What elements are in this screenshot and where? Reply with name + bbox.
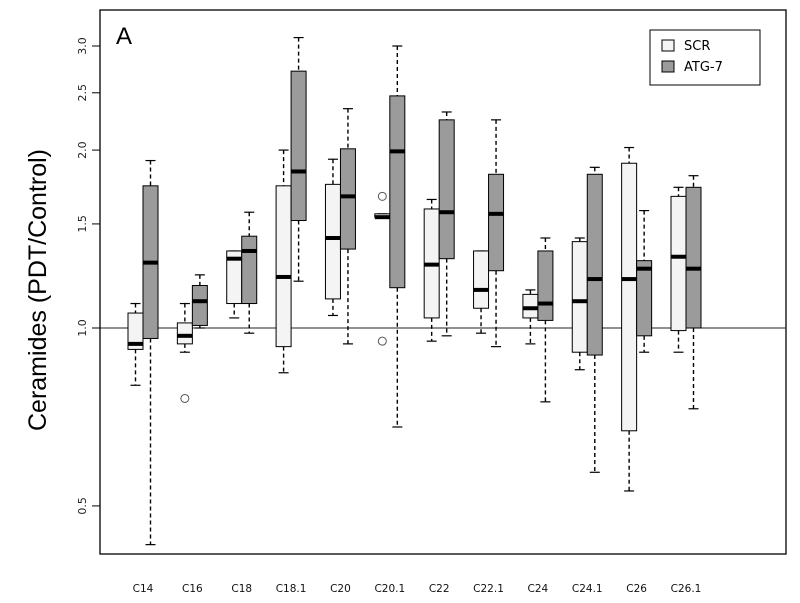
y-tick-label: 1.0: [76, 319, 89, 337]
box-body: [191, 285, 208, 326]
panel-label: A: [116, 23, 132, 50]
box-C22.1-scr: [473, 250, 490, 334]
box-body: [290, 70, 307, 222]
box-body: [571, 241, 588, 353]
x-tick-label: C24.1: [572, 583, 603, 595]
legend-label-scr: SCR: [684, 39, 710, 54]
box-C20-scr: [324, 158, 341, 317]
box-body: [176, 322, 193, 345]
box-C26.1-scr: [670, 186, 687, 353]
box-body: [488, 173, 505, 272]
box-body: [621, 162, 638, 432]
box-C18.1-scr: [275, 149, 292, 374]
y-axis-label: Ceramides (PDT/Control): [24, 149, 52, 431]
box-C20.1-atg7: [389, 45, 406, 428]
x-tick-label: C24: [528, 583, 549, 595]
box-body: [438, 119, 455, 260]
box-C24-atg7: [537, 237, 554, 403]
plot-frame: [99, 9, 787, 555]
x-tick-label: C14: [133, 583, 154, 595]
box-body: [473, 250, 490, 309]
y-tick-label: 3.0: [76, 37, 89, 55]
box-C18-atg7: [241, 211, 258, 334]
x-tick-label: C20: [330, 583, 351, 595]
x-tick-label: C18: [231, 583, 252, 595]
box-body: [339, 148, 356, 250]
y-tick-label: 1.5: [76, 215, 89, 233]
outlier-point: [377, 191, 387, 201]
box-C16-atg7: [191, 274, 208, 329]
legend-frame: [649, 29, 761, 86]
box-C24.1-scr: [571, 237, 588, 371]
box-body: [537, 250, 554, 321]
legend-label-atg7: ATG-7: [684, 60, 723, 75]
y-tick-label: 0.5: [76, 497, 89, 515]
x-axis-labels: C14 C16 C18 C18.1 C20 C20.1 C22 C22.1 C24 C24.1 C2…: [133, 583, 702, 595]
x-tick-label: C16: [182, 583, 203, 595]
legend-swatch-scr: [661, 39, 675, 52]
box-C26.1-atg7: [685, 175, 702, 410]
x-tick-label: C26: [626, 583, 647, 595]
legend: SCR ATG-7: [649, 29, 761, 86]
box-body: [241, 235, 258, 305]
box-body: [586, 173, 603, 356]
box-C22-scr: [423, 198, 440, 342]
box-C24-scr: [522, 289, 539, 345]
box-C26-atg7: [636, 209, 653, 353]
box-body: [685, 186, 702, 329]
box-body: [275, 185, 292, 348]
box-C22-atg7: [438, 111, 455, 337]
y-tick-label: 2.5: [76, 84, 89, 102]
box-C22.1-atg7: [488, 119, 505, 348]
x-tick-label: C18.1: [276, 583, 307, 595]
y-tick-label: 2.0: [76, 141, 89, 159]
box-C26-scr: [621, 146, 638, 492]
box-body: [324, 183, 341, 300]
box-body: [522, 293, 539, 319]
box-body: [670, 195, 687, 332]
box-C24.1-atg7: [586, 166, 603, 473]
x-tick-label: C22.1: [473, 583, 504, 595]
outlier-point: [377, 336, 387, 346]
box-C20.1-scr: [374, 191, 391, 346]
outlier-point: [180, 393, 190, 403]
x-tick-label: C20.1: [374, 583, 405, 595]
box-C14-scr: [127, 302, 144, 386]
box-layer: [127, 36, 702, 546]
legend-swatch-atg7: [661, 60, 675, 73]
x-tick-label: C26.1: [671, 583, 702, 595]
box-body: [636, 260, 653, 337]
x-tick-label: C22: [429, 583, 450, 595]
box-body: [389, 95, 406, 289]
box-C18-scr: [226, 250, 243, 319]
box-C18.1-atg7: [290, 36, 307, 282]
box-C20-atg7: [339, 108, 356, 345]
box-C14-atg7: [142, 159, 159, 546]
y-axis: 0.5 1.0 1.5 2.0 2.5 3.0: [76, 37, 100, 515]
box-C16-scr: [176, 302, 193, 403]
